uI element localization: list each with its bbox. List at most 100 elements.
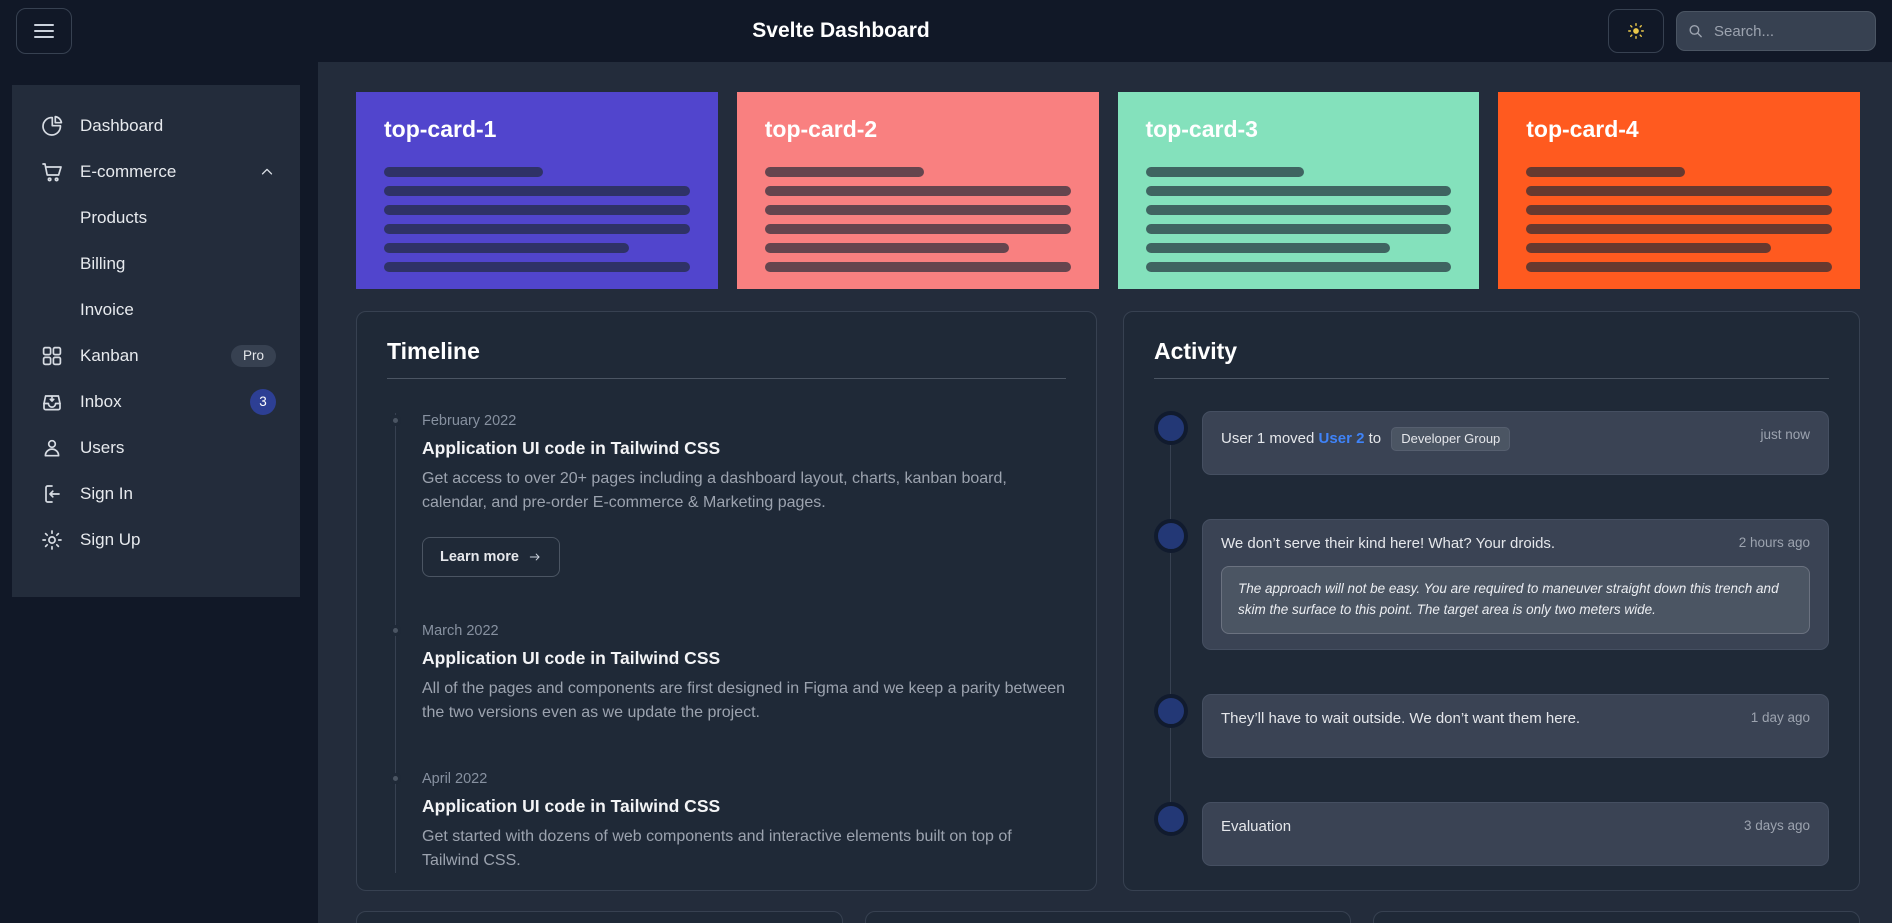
top-card-title: top-card-4 [1526, 116, 1639, 142]
activity-quote: The approach will not be easy. You are r… [1221, 566, 1810, 634]
user-icon [40, 436, 64, 460]
timeline-entry-body: Get started with dozens of web component… [422, 828, 1012, 869]
skeleton-bar [1145, 262, 1452, 272]
sidebar-item-products[interactable]: Products [26, 195, 286, 241]
skeleton-bar [384, 186, 690, 196]
avatar [1154, 411, 1188, 445]
sidebar: Dashboard E-commerce Products Billing Invoic… [12, 85, 300, 597]
bottom-card [864, 911, 1352, 923]
activity-time: just now [1760, 427, 1810, 442]
top-card-title: top-card-2 [764, 116, 878, 142]
sidebar-item-inbox[interactable]: Inbox 3 [26, 379, 286, 425]
activity-text: Evaluation [1221, 817, 1292, 835]
sidebar-item-e-commerce[interactable]: E-commerce [26, 149, 286, 195]
top-card-title: top-card-3 [1145, 116, 1258, 142]
sidebar-item-kanban[interactable]: Kanban Pro [26, 333, 286, 379]
learn-more-button[interactable]: Learn more [422, 537, 560, 577]
pro-badge: Pro [230, 345, 276, 367]
activity-box: Evaluation 3 days ago [1202, 801, 1829, 866]
activity-text-prefix: User 1 moved [1221, 430, 1319, 447]
skeleton-bar [384, 205, 690, 215]
avatar [1154, 519, 1188, 553]
activity-list: User 1 moved User 2 to Developer Group ju… [1154, 411, 1829, 866]
skeleton-bar [764, 243, 1010, 253]
activity-head: User 1 moved User 2 to Developer Group ju… [1221, 427, 1810, 451]
hamburger-icon [34, 24, 54, 26]
theme-toggle-button[interactable] [1608, 9, 1664, 53]
timeline-entry-title: Application UI code in Tailwind CSS [422, 438, 721, 458]
skeleton-bar [1526, 186, 1832, 196]
bottom-card [356, 911, 843, 923]
timeline-entry: March 2022 Application UI code in Tailwin… [390, 623, 1066, 725]
skeleton-bar [1145, 186, 1452, 196]
top-card-4: top-card-4 [1498, 92, 1860, 289]
sidebar-toggle-button[interactable] [16, 8, 72, 54]
group-badge: Developer Group [1391, 427, 1511, 451]
timeline-dot-icon [390, 625, 401, 636]
cart-icon [40, 160, 64, 184]
timeline-heading: Timeline [387, 338, 1066, 379]
sidebar-item-label: Products [80, 208, 148, 227]
sidebar-item-label: Dashboard [80, 116, 164, 135]
main-area: top-card-1 top-card-2 top-card-3 top-card-4… [318, 62, 1892, 923]
sidebar-column: Dashboard E-commerce Products Billing Invoic… [0, 62, 318, 923]
skeleton-bar [1145, 167, 1305, 177]
sidebar-item-label: Invoice [80, 300, 134, 319]
activity-time: 1 day ago [1750, 709, 1810, 725]
skeleton-bar [1526, 262, 1832, 272]
activity-text: User 1 moved User 2 to Developer Group [1221, 427, 1511, 451]
sidebar-item-billing[interactable]: Billing [26, 241, 286, 287]
sidebar-item-sign-in[interactable]: Sign In [26, 471, 286, 517]
skeleton-bar [1526, 167, 1686, 177]
timeline-entry-body: Get access to over 20+ pages including a… [422, 470, 1007, 511]
activity-head: They’ll have to wait outside. We don’t w… [1221, 710, 1810, 727]
sidebar-item-label: Sign Up [80, 530, 141, 549]
content: Dashboard E-commerce Products Billing Invoic… [0, 62, 1892, 923]
timeline-list: February 2022 Application UI code in Tail… [390, 413, 1066, 873]
top-cards-row: top-card-1 top-card-2 top-card-3 top-card-4 [356, 92, 1860, 289]
timeline-entry: April 2022 Application UI code in Tailwin… [390, 771, 1066, 873]
top-card-3: top-card-3 [1117, 92, 1480, 289]
skeleton-bar [764, 262, 1071, 272]
skeleton-bar [384, 167, 543, 177]
sun-icon [1628, 23, 1644, 39]
skeleton-bar [384, 262, 690, 272]
activity-text-middle: to [1364, 430, 1386, 447]
top-card-1: top-card-1 [356, 92, 718, 289]
activity-time: 2 hours ago [1738, 535, 1810, 550]
activity-box: They’ll have to wait outside. We don’t w… [1202, 693, 1829, 758]
timeline-date: February 2022 [422, 413, 517, 429]
grid-icon [40, 344, 64, 368]
user-link[interactable]: User 2 [1318, 430, 1365, 447]
skeleton-bar [1526, 224, 1832, 234]
sidebar-item-users[interactable]: Users [26, 425, 286, 471]
gear-icon [40, 528, 64, 552]
header: Svelte Dashboard [0, 0, 1892, 62]
activity-connector-line [1170, 425, 1171, 806]
timeline-date: April 2022 [422, 771, 488, 787]
sidebar-item-sign-up[interactable]: Sign Up [26, 517, 286, 563]
activity-item: They’ll have to wait outside. We don’t w… [1154, 693, 1829, 758]
bottom-card [1373, 911, 1860, 923]
timeline-date: March 2022 [422, 623, 499, 639]
sidebar-item-label: E-commerce [80, 162, 177, 181]
top-card-title: top-card-1 [384, 116, 497, 142]
app-title: Svelte Dashboard [752, 19, 930, 42]
search-input[interactable] [1676, 11, 1876, 51]
activity-box: User 1 moved User 2 to Developer Group ju… [1202, 411, 1829, 475]
sidebar-item-dashboard[interactable]: Dashboard [26, 103, 286, 149]
unread-count-badge: 3 [250, 389, 276, 415]
timeline-dot-icon [390, 773, 401, 784]
activity-head: Evaluation 3 days ago [1221, 818, 1810, 835]
skeleton-bar [764, 167, 924, 177]
search-box [1676, 11, 1876, 51]
sidebar-item-invoice[interactable]: Invoice [26, 287, 286, 333]
sidebar-item-label: Sign In [80, 484, 133, 503]
activity-text: We don’t serve their kind here! What? Yo… [1221, 535, 1556, 552]
bottom-cards-row [356, 911, 1860, 923]
skeleton-bar [1526, 205, 1832, 215]
chevron-up-icon [258, 163, 276, 181]
sidebar-item-label: Kanban [80, 346, 139, 365]
skeleton-bar [384, 224, 690, 234]
activity-item: User 1 moved User 2 to Developer Group ju… [1154, 411, 1829, 475]
